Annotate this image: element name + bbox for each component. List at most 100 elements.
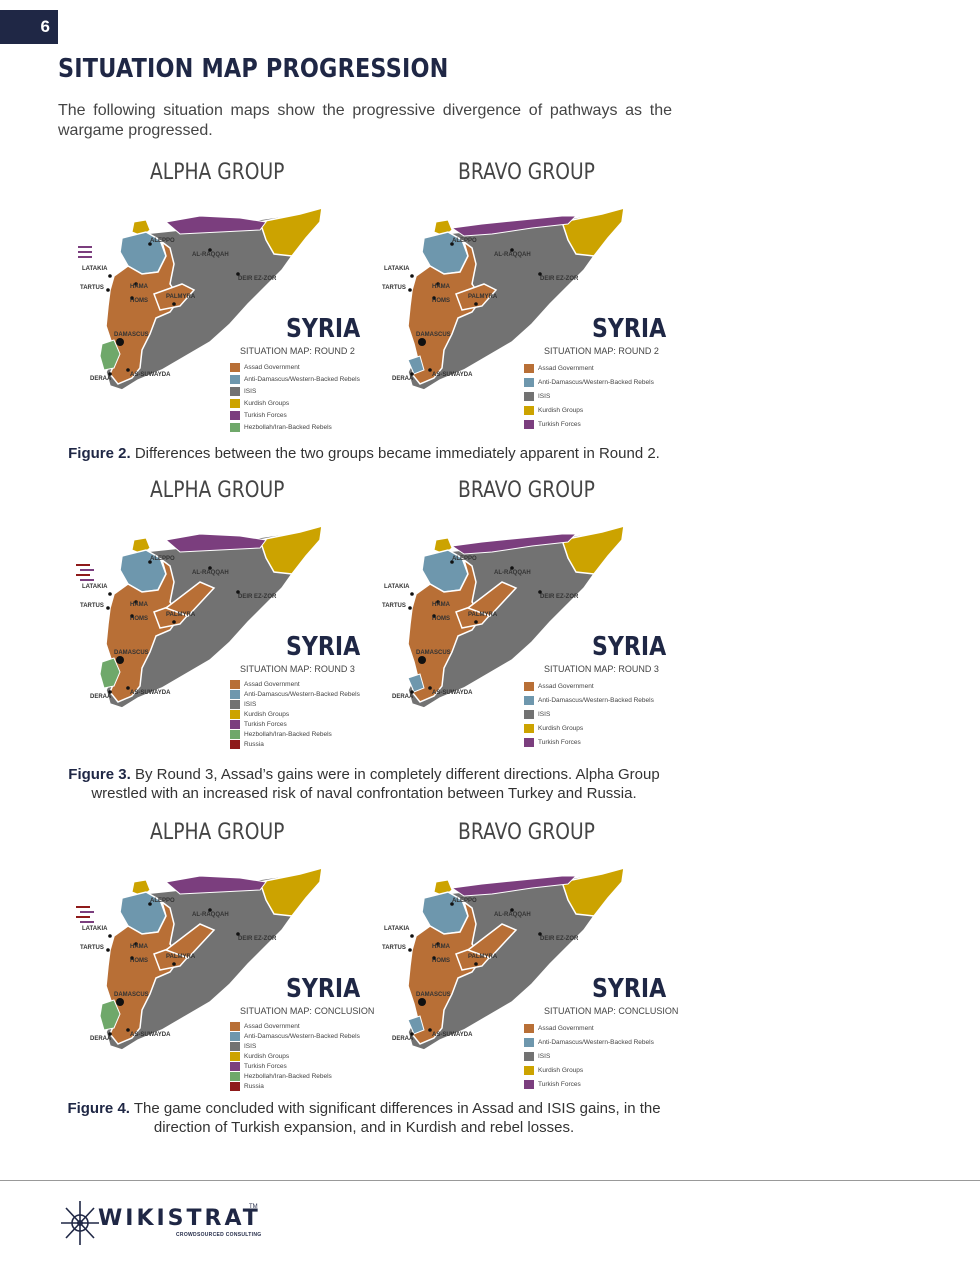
kurdish-region bbox=[259, 206, 323, 257]
legend-swatch-assad bbox=[230, 1021, 240, 1031]
naval-marker bbox=[76, 564, 90, 566]
city-label-hama: HAMA bbox=[130, 284, 148, 290]
legend-item-assad: Assad Government bbox=[524, 679, 654, 693]
logo-star-icon bbox=[61, 1201, 99, 1245]
turkish-region bbox=[164, 533, 267, 553]
city-dot bbox=[134, 600, 138, 604]
figure-caption-text: Differences between the two groups becam… bbox=[130, 445, 660, 462]
city-label-deir: DEIR EZ-ZOR bbox=[238, 594, 277, 600]
legend-item-isis: ISIS bbox=[524, 389, 654, 403]
city-dot bbox=[410, 934, 414, 938]
assad-region bbox=[466, 581, 518, 617]
naval-marker bbox=[80, 921, 94, 923]
bravo-group-title: BRAVO GROUP bbox=[458, 820, 595, 845]
city-dot bbox=[106, 288, 110, 292]
city-dot bbox=[432, 614, 436, 618]
city-label-deraa: DERAA bbox=[392, 694, 414, 700]
hezbollah-region bbox=[99, 657, 121, 689]
city-dot bbox=[510, 908, 514, 912]
legend-label-assad: Assad Government bbox=[538, 682, 594, 690]
city-dot bbox=[538, 590, 542, 594]
city-label-aleppo: ALEPPO bbox=[452, 238, 477, 244]
city-dot bbox=[410, 372, 414, 376]
legend-label-russia: Russia bbox=[244, 1082, 264, 1090]
city-label-aleppo: ALEPPO bbox=[452, 898, 477, 904]
city-label-raqqah: AL-RAQQAH bbox=[192, 252, 229, 258]
turkish-region bbox=[450, 215, 578, 237]
bravo-group-title: BRAVO GROUP bbox=[458, 160, 595, 185]
legend-label-turkish: Turkish Forces bbox=[244, 720, 287, 728]
city-label-tartus: TARTUS bbox=[382, 945, 406, 951]
city-dot bbox=[428, 686, 432, 690]
turkish-region bbox=[450, 533, 578, 555]
turkish-region bbox=[450, 875, 578, 897]
figure-caption: Figure 4. The game concluded with signif… bbox=[58, 1099, 670, 1137]
alpha-situation-map: ALEPPO AL-RAQQAH LATAKIA TARTUS HAMA HOMS PALM… bbox=[70, 512, 360, 762]
legend-item-rebels: Anti-Damascus/Western-Backed Rebels bbox=[230, 373, 360, 385]
city-dot bbox=[410, 1032, 414, 1036]
map-subtitle: SITUATION MAP: ROUND 3 bbox=[240, 664, 355, 674]
legend-item-rebels: Anti-Damascus/Western-Backed Rebels bbox=[524, 1035, 654, 1049]
city-dot bbox=[410, 690, 414, 694]
naval-marker bbox=[76, 574, 90, 576]
logo-trademark: TM bbox=[249, 1204, 258, 1210]
legend-swatch-rebels bbox=[230, 1031, 240, 1041]
legend-swatch-turkish bbox=[524, 419, 534, 429]
legend-label-kurdish: Kurdish Groups bbox=[244, 710, 290, 718]
naval-marker bbox=[80, 911, 94, 913]
city-dot bbox=[108, 372, 112, 376]
city-label-tartus: TARTUS bbox=[382, 603, 406, 609]
naval-marker bbox=[78, 251, 92, 253]
legend-label-assad: Assad Government bbox=[244, 363, 300, 371]
city-label-latakia: LATAKIA bbox=[384, 584, 410, 590]
legend-label-isis: ISIS bbox=[538, 1052, 551, 1060]
legend-item-kurdish: Kurdish Groups bbox=[230, 709, 360, 719]
legend-label-kurdish: Kurdish Groups bbox=[538, 724, 584, 732]
legend-label-turkish: Turkish Forces bbox=[244, 1062, 287, 1070]
city-dot bbox=[410, 274, 414, 278]
city-dot bbox=[126, 368, 130, 372]
city-label-deir: DEIR EZ-ZOR bbox=[238, 936, 277, 942]
legend-label-isis: ISIS bbox=[244, 1042, 257, 1050]
legend-item-russia: Russia bbox=[230, 1081, 360, 1091]
legend-item-kurdish: Kurdish Groups bbox=[230, 397, 360, 409]
legend-swatch-isis bbox=[230, 386, 240, 396]
legend-label-isis: ISIS bbox=[538, 392, 551, 400]
naval-marker bbox=[76, 906, 90, 908]
city-label-hama: HAMA bbox=[432, 284, 450, 290]
city-dot bbox=[148, 902, 152, 906]
city-label-palmyra: PALMYRA bbox=[166, 294, 196, 300]
map-legend: Assad Government Anti-Damascus/Western-Ba… bbox=[230, 361, 360, 433]
city-label-deir: DEIR EZ-ZOR bbox=[540, 594, 579, 600]
alpha-group-title: ALPHA GROUP bbox=[150, 478, 285, 503]
city-label-deraa: DERAA bbox=[90, 376, 112, 382]
map-subtitle: SITUATION MAP: CONCLUSION bbox=[240, 1006, 375, 1016]
city-label-deraa: DERAA bbox=[90, 1036, 112, 1042]
city-label-raqqah: AL-RAQQAH bbox=[494, 252, 531, 258]
city-dot bbox=[236, 590, 240, 594]
city-label-palmyra: PALMYRA bbox=[468, 294, 498, 300]
city-label-hama: HAMA bbox=[130, 944, 148, 950]
legend-swatch-kurdish bbox=[230, 709, 240, 719]
kurdish-region bbox=[561, 206, 625, 257]
legend-label-rebels: Anti-Damascus/Western-Backed Rebels bbox=[244, 375, 360, 383]
legend-label-isis: ISIS bbox=[244, 387, 257, 395]
legend-item-turkish: Turkish Forces bbox=[230, 719, 360, 729]
map-legend: Assad Government Anti-Damascus/Western-Ba… bbox=[230, 1021, 360, 1091]
legend-item-russia: Russia bbox=[230, 739, 360, 749]
city-label-hama: HAMA bbox=[130, 602, 148, 608]
legend-item-hezbollah: Hezbollah/Iran-Backed Rebels bbox=[230, 1071, 360, 1081]
legend-swatch-turkish bbox=[230, 719, 240, 729]
legend-item-rebels: Anti-Damascus/Western-Backed Rebels bbox=[524, 693, 654, 707]
legend-label-isis: ISIS bbox=[538, 710, 551, 718]
city-dot bbox=[474, 302, 478, 306]
city-label-damascus: DAMASCUS bbox=[114, 332, 149, 338]
alpha-situation-map: ALEPPO AL-RAQQAH LATAKIA TARTUS HAMA HOMS PALM… bbox=[70, 194, 360, 444]
city-dot bbox=[172, 962, 176, 966]
city-dot bbox=[130, 956, 134, 960]
map-legend: Assad Government Anti-Damascus/Western-Ba… bbox=[230, 679, 360, 749]
legend-swatch-kurdish bbox=[230, 1051, 240, 1061]
city-dot bbox=[474, 962, 478, 966]
legend-swatch-isis bbox=[524, 391, 534, 401]
legend-swatch-hezbollah bbox=[230, 1071, 240, 1081]
